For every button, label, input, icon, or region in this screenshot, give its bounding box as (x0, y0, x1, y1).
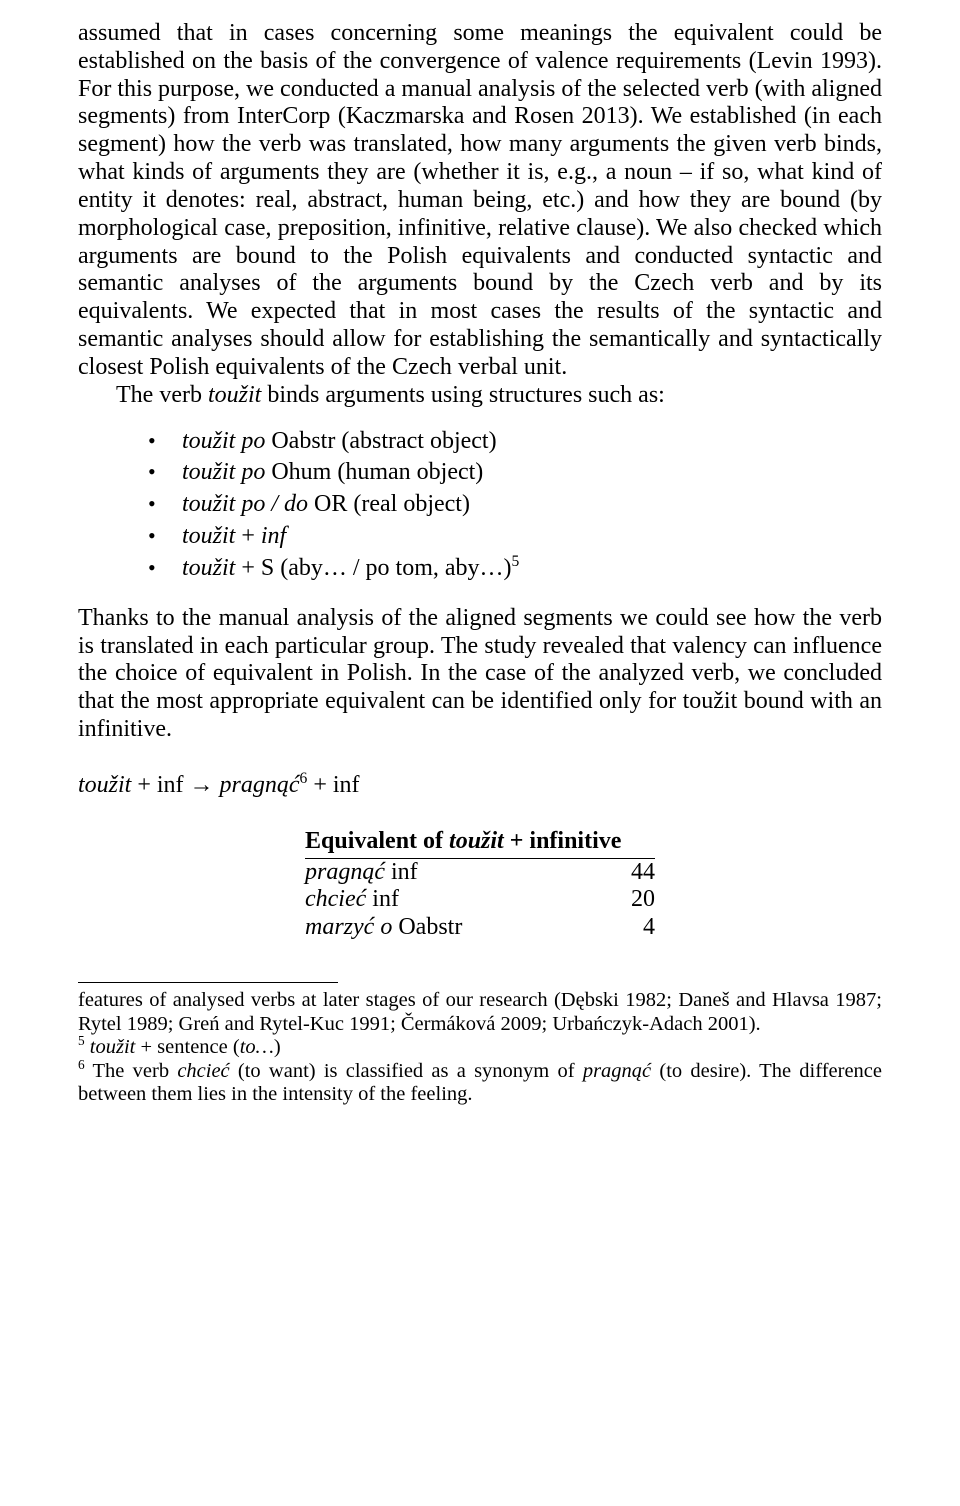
table-header: Equivalent of toužit + infinitive (305, 828, 655, 859)
paragraph-structures-intro: The verb toužit binds arguments using st… (78, 382, 882, 410)
row-value: 20 (631, 886, 655, 914)
footnote-italic: chcieć (177, 1060, 229, 1082)
text: binds arguments using structures such as… (261, 382, 665, 408)
footnote-separator (78, 982, 338, 983)
label-italic: chcieć (305, 886, 366, 912)
pattern-rest: Ohum (human object) (265, 459, 483, 485)
inf-italic: inf (261, 523, 286, 549)
footnote-ref-5: 5 (512, 553, 520, 570)
list-item: toužit po Ohum (human object) (148, 459, 882, 491)
row-value: 4 (643, 914, 655, 942)
formula-touzit: toužit (78, 772, 131, 798)
formula-text: + inf (307, 772, 359, 798)
list-item: toužit po / do OR (real object) (148, 491, 882, 523)
footnote-6: 6 The verb chcieć (to want) is classifie… (78, 1060, 882, 1107)
pattern-rest: OR (real object) (308, 491, 470, 517)
table-row: marzyć o Oabstr 4 (305, 914, 655, 942)
row-value: 44 (631, 859, 655, 887)
equivalents-table: Equivalent of toužit + infinitive pragną… (305, 828, 655, 942)
formula-text: + inf → (131, 772, 219, 798)
header-text: Equivalent of (305, 828, 449, 854)
label-rest: Oabstr (392, 914, 462, 940)
header-text: + infinitive (504, 828, 622, 854)
footnote-number: 5 (78, 1033, 85, 1048)
header-italic: toužit (449, 828, 504, 854)
list-item: toužit + S (aby… / po tom, aby…)5 (148, 555, 882, 587)
pattern-rest: + (235, 523, 261, 549)
table-row: pragnąć inf 44 (305, 859, 655, 887)
footnote-text: The verb (85, 1060, 178, 1082)
pattern-rest: + S (aby… / po tom, aby…) (235, 555, 511, 581)
text: The verb (116, 382, 208, 408)
pattern-italic: toužit po (182, 428, 265, 454)
footnote-text: (to want) is classified as a synonym of (230, 1060, 583, 1082)
footnote-5: 5 toužit + sentence (to…) (78, 1036, 882, 1060)
pattern-italic: toužit po (182, 459, 265, 485)
pattern-italic: toužit (182, 523, 235, 549)
footnote-number: 6 (78, 1057, 85, 1072)
row-label: pragnąć inf (305, 859, 418, 887)
pattern-rest: Oabstr (abstract object) (265, 428, 496, 454)
verb-touzit: toužit (208, 382, 261, 408)
label-rest: inf (385, 859, 418, 885)
footnote-text: + sentence ( (135, 1036, 239, 1058)
label-italic: pragnąć (305, 859, 385, 885)
bullet-list: toužit po Oabstr (abstract object) touži… (78, 428, 882, 587)
row-label: chcieć inf (305, 886, 399, 914)
footnote-italic: pragnąć (583, 1060, 651, 1082)
pattern-italic: toužit (182, 555, 235, 581)
table-row: chcieć inf 20 (305, 886, 655, 914)
pattern-italic: toužit po / do (182, 491, 308, 517)
footnote-continuation: features of analysed verbs at later stag… (78, 989, 882, 1036)
page: assumed that in cases concerning some me… (0, 0, 960, 1506)
label-rest: inf (366, 886, 399, 912)
paragraph-main: assumed that in cases concerning some me… (78, 20, 882, 382)
footnote-italic: toužit (85, 1036, 136, 1058)
formula-pragnac: pragnąć (220, 772, 300, 798)
row-label: marzyć o Oabstr (305, 914, 462, 942)
paragraph-results: Thanks to the manual analysis of the ali… (78, 605, 882, 744)
footnote-italic: to… (240, 1036, 274, 1058)
formula-line: toužit + inf → pragnąć6 + inf (78, 772, 882, 800)
label-italic: marzyć o (305, 914, 392, 940)
list-item: toužit + inf (148, 523, 882, 555)
list-item: toužit po Oabstr (abstract object) (148, 428, 882, 460)
footnote-text: ) (274, 1036, 281, 1058)
